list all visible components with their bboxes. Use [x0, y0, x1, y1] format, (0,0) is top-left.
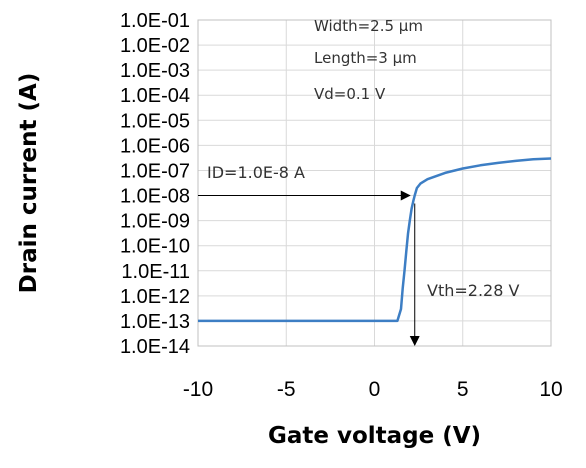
y-tick-label: 1.0E-04	[120, 85, 190, 107]
x-tick-label: 0	[369, 378, 381, 401]
annotation-vd: Vd=0.1 V	[314, 85, 386, 103]
y-tick-label: 1.0E-14	[120, 336, 190, 358]
y-tick-label: 1.0E-09	[120, 211, 190, 233]
y-tick-label: 1.0E-08	[120, 186, 190, 208]
y-tick-label: 1.0E-01	[120, 10, 190, 32]
y-tick-label: 1.0E-13	[120, 311, 190, 333]
y-tick-label: 1.0E-06	[120, 135, 190, 157]
y-tick-label: 1.0E-07	[120, 160, 190, 182]
x-axis-tick-labels: -10 -5 0 5 10	[183, 378, 563, 401]
x-tick-label: -10	[183, 378, 213, 401]
x-axis-title: Gate voltage (V)	[268, 423, 481, 449]
series-layer	[198, 157, 552, 323]
plot-frame	[197, 19, 552, 347]
annotations: Width=2.5 µm Length=3 µm Vd=0.1 V ID=1.0…	[198, 17, 519, 346]
y-tick-label: 1.0E-12	[120, 286, 190, 308]
y-axis-tick-labels: 1.0E-14 1.0E-13 1.0E-12 1.0E-11 1.0E-10 1.0E-…	[120, 10, 190, 358]
y-tick-label: 1.0E-02	[120, 35, 190, 57]
x-tick-label: 5	[457, 378, 469, 401]
y-tick-label: 1.0E-11	[121, 261, 190, 283]
annotation-id: ID=1.0E-8 A	[207, 163, 305, 182]
x-tick-label: -5	[277, 378, 296, 401]
y-tick-label: 1.0E-05	[120, 110, 190, 132]
y-tick-label: 1.0E-03	[120, 60, 190, 82]
y-axis-title: Drain current (A)	[16, 73, 42, 294]
x-tick-label: 10	[539, 378, 562, 401]
annotation-width: Width=2.5 µm	[314, 17, 423, 35]
y-tick-label: 1.0E-10	[120, 236, 190, 258]
annotation-length: Length=3 µm	[314, 49, 417, 67]
series-line	[198, 157, 552, 323]
annotation-vth: Vth=2.28 V	[427, 281, 519, 300]
